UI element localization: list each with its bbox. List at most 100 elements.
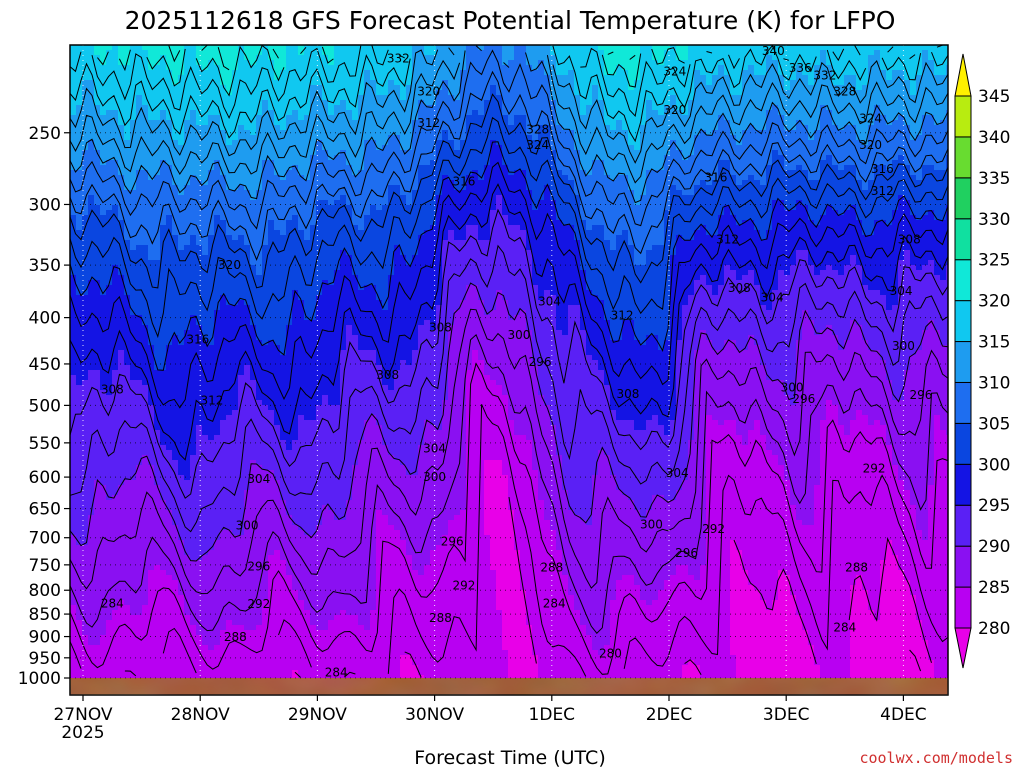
isentrope-label: 280 bbox=[599, 647, 622, 661]
colorbar-box bbox=[954, 341, 972, 383]
y-axis: 250 300 350 400 450 500 550 600 650 700 750 800 850 9… bbox=[18, 124, 70, 689]
isentrope-label: 332 bbox=[387, 52, 410, 66]
isentrope-label: 312 bbox=[200, 394, 223, 408]
y-tick-label: 750 bbox=[29, 556, 61, 576]
y-tick-label: 900 bbox=[29, 628, 61, 648]
colorbar-box bbox=[954, 586, 972, 629]
x-tick-label: 3DEC bbox=[763, 705, 810, 725]
isentrope-label: 304 bbox=[761, 290, 784, 304]
isentrope-label: 324 bbox=[859, 111, 882, 125]
isentrope-label: 340 bbox=[762, 44, 785, 58]
y-tick-label: 700 bbox=[29, 529, 61, 549]
isentrope-label: 288 bbox=[224, 630, 247, 644]
isentrope-label: 316 bbox=[704, 170, 727, 184]
isentrope-310K bbox=[70, 45, 948, 204]
grid-lines bbox=[70, 45, 948, 679]
y-tick-label: 400 bbox=[29, 309, 61, 329]
colorbar-label: 325 bbox=[978, 251, 1010, 271]
y-tick-label: 800 bbox=[29, 581, 61, 601]
isentrope-290K bbox=[70, 282, 948, 562]
isentrope-282K bbox=[70, 404, 948, 678]
isentrope-label: 292 bbox=[702, 522, 725, 536]
colorbar-box bbox=[954, 259, 972, 302]
x-tick-sublabel: 2025 bbox=[61, 723, 104, 743]
isentrope-label: 288 bbox=[845, 560, 868, 574]
y-tick-label: 300 bbox=[29, 195, 61, 215]
colorbar-arrow-high bbox=[954, 53, 972, 97]
isentrope-label: 288 bbox=[429, 611, 452, 625]
isentrope-label: 296 bbox=[529, 355, 552, 369]
colorbar-label: 335 bbox=[978, 169, 1010, 189]
x-tick-label: 29NOV bbox=[288, 705, 347, 725]
isentrope-label: 300 bbox=[892, 339, 915, 353]
isentrope-label: 324 bbox=[663, 65, 686, 79]
isentrope-314K bbox=[70, 47, 948, 164]
colorbar-box bbox=[954, 381, 972, 424]
y-tick-label: 500 bbox=[29, 396, 61, 416]
x-tick-label: 27NOV bbox=[53, 705, 112, 725]
isentrope-lines bbox=[70, 45, 948, 678]
isentrope-label: 296 bbox=[792, 392, 815, 406]
isentrope-label: 320 bbox=[417, 84, 440, 98]
y-tick-label: 250 bbox=[29, 124, 61, 144]
y-tick-label: 350 bbox=[29, 256, 61, 276]
isentrope-label: 312 bbox=[417, 116, 440, 130]
isentrope-294K bbox=[70, 208, 948, 499]
isentrope-288K bbox=[70, 308, 948, 595]
y-tick-label: 650 bbox=[29, 500, 61, 520]
x-tick-label: 30NOV bbox=[405, 705, 464, 725]
ground-texture bbox=[70, 678, 948, 695]
isentrope-label: 296 bbox=[247, 559, 270, 573]
isentrope-label: 324 bbox=[526, 138, 549, 152]
isentrope-298K bbox=[70, 161, 948, 409]
isentrope-label: 284 bbox=[833, 621, 856, 635]
isentrope-label: 300 bbox=[781, 381, 804, 395]
credit-text: coolwx.com/models bbox=[859, 749, 1013, 767]
colorbar-box bbox=[954, 95, 972, 138]
isentrope-label: 308 bbox=[617, 387, 640, 401]
colorbar-box bbox=[954, 136, 972, 179]
isentrope-308K bbox=[70, 49, 948, 230]
isentrope-280K bbox=[294, 497, 932, 678]
isentrope-label: 316 bbox=[452, 175, 475, 189]
isentrope-label: 316 bbox=[871, 162, 894, 176]
colorbar-label: 290 bbox=[978, 537, 1010, 557]
isentrope-label: 304 bbox=[247, 472, 270, 486]
x-axis-label: Forecast Time (UTC) bbox=[414, 747, 605, 768]
colorbar-label: 315 bbox=[978, 333, 1010, 353]
isentrope-label: 296 bbox=[675, 546, 698, 560]
isentrope-302K bbox=[70, 116, 948, 339]
isentrope-label: 308 bbox=[429, 320, 452, 334]
isentrope-286K bbox=[70, 333, 948, 634]
colorbar-box bbox=[954, 545, 972, 588]
isentrope-label: 308 bbox=[101, 382, 124, 396]
colorbar-label: 285 bbox=[978, 578, 1010, 598]
colorbar-box bbox=[954, 463, 972, 506]
colorbar-label: 340 bbox=[978, 128, 1010, 148]
colorbar-box bbox=[954, 218, 972, 261]
isentrope-304K bbox=[70, 93, 948, 289]
isentrope-label: 304 bbox=[423, 442, 446, 456]
colorbar-box bbox=[954, 504, 972, 547]
isentrope-label: 284 bbox=[325, 665, 348, 679]
isentrope-278K bbox=[909, 649, 922, 672]
colorbar-label: 280 bbox=[978, 619, 1010, 639]
isentrope-label: 308 bbox=[728, 281, 751, 295]
isentrope-label: 292 bbox=[247, 597, 270, 611]
isentrope-label: 320 bbox=[218, 258, 241, 272]
isentrope-label: 308 bbox=[898, 233, 921, 247]
isentrope-300K bbox=[70, 141, 948, 371]
isentrope-label: 328 bbox=[833, 84, 856, 98]
colorbar: 280 285 290 295 300 305 310 315 320 325 330 335 340 3… bbox=[954, 53, 1010, 669]
isentrope-label: 296 bbox=[910, 388, 933, 402]
x-tick-label: 2DEC bbox=[646, 705, 693, 725]
isentrope-label: 284 bbox=[543, 596, 566, 610]
y-tick-label: 1000 bbox=[18, 669, 61, 689]
y-tick-label: 850 bbox=[29, 605, 61, 625]
colorbar-box bbox=[954, 422, 972, 465]
isentrope-label: 292 bbox=[863, 461, 886, 475]
isentrope-label: 296 bbox=[441, 535, 464, 549]
colorbar-box bbox=[954, 300, 972, 343]
